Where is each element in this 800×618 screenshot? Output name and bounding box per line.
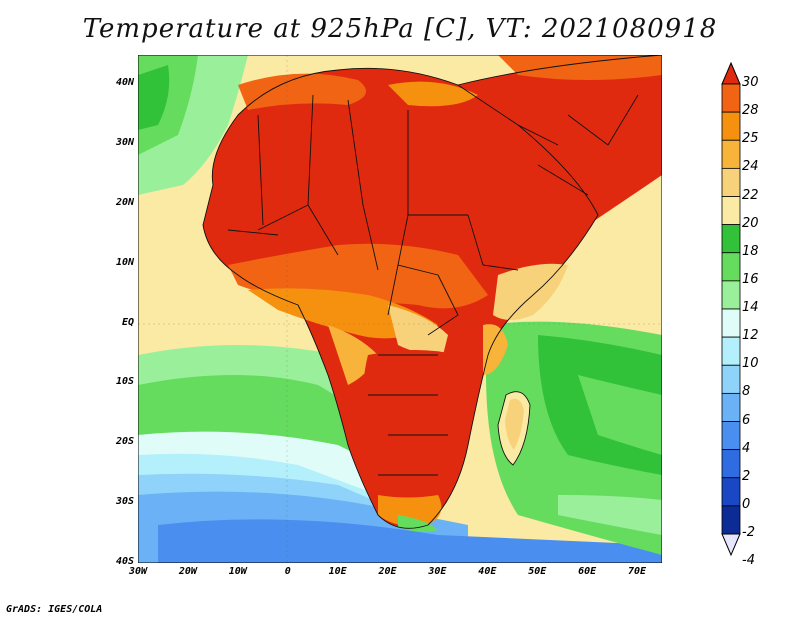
colorbar-tick-label: 14 [742, 300, 759, 315]
lon-tick-label: 20E [378, 566, 397, 577]
colorbar-swatch [721, 336, 741, 366]
colorbar-tick-label: -2 [742, 525, 755, 540]
colorbar-swatch [721, 505, 741, 535]
colorbar-swatch [721, 83, 741, 113]
colorbar-swatch [721, 196, 741, 226]
colorbar-swatch [721, 477, 741, 507]
colorbar-swatch [721, 252, 741, 282]
lon-tick-label: 30E [428, 566, 447, 577]
colorbar-swatch [721, 111, 741, 141]
lon-tick-label: 70E [628, 566, 647, 577]
lat-tick-label: 40S [115, 556, 134, 567]
colorbar-swatch [721, 392, 741, 422]
colorbar-tick-label: 2 [742, 468, 751, 484]
colorbar-tick-label: 18 [742, 243, 759, 259]
lon-tick-label: 10W [228, 566, 247, 577]
lat-tick-label: 20S [115, 436, 134, 448]
colorbar-swatch [721, 139, 741, 169]
lon-tick-label: 20W [178, 566, 197, 577]
lon-tick-label: 40E [478, 566, 497, 577]
colorbar-max-triangle [721, 62, 741, 85]
colorbar-tick-label: 10 [742, 356, 759, 372]
colorbar-tick-label: 20 [742, 215, 759, 231]
lat-tick-label: 20N [115, 196, 134, 208]
lat-tick-label: 10N [115, 256, 134, 268]
colorbar-swatch [721, 449, 741, 479]
colorbar-tick-label: 16 [742, 271, 759, 287]
temperature-map [138, 55, 662, 563]
colorbar-swatch [721, 280, 741, 310]
colorbar-tick-label: -4 [742, 553, 755, 569]
lat-tick-label: EQ [121, 316, 134, 328]
colorbar-tick-label: 0 [742, 496, 751, 512]
colorbar-tick-label: 22 [742, 187, 759, 203]
lon-tick-label: 10E [328, 566, 347, 577]
colorbar-tick-label: 6 [742, 412, 751, 428]
colorbar-tick-label: 8 [742, 384, 751, 400]
lat-tick-label: 30N [115, 136, 134, 148]
colorbar-swatch [721, 167, 741, 197]
map-panel [138, 55, 662, 563]
lat-tick-label: 40N [115, 77, 134, 88]
lon-tick-label: 30W [128, 566, 148, 577]
colorbar-swatch [721, 308, 741, 338]
colorbar-min-triangle [721, 533, 741, 556]
lat-tick-label: 30S [115, 496, 134, 508]
colorbar-swatch [721, 421, 741, 451]
lon-tick-label: 50E [528, 566, 547, 577]
colorbar-tick-label: 30 [742, 75, 759, 90]
colorbar-swatch [721, 224, 741, 254]
colorbar-swatch [721, 364, 741, 394]
colorbar-tick-label: 28 [742, 103, 759, 119]
colorbar [721, 62, 741, 556]
colorbar-tick-label: 4 [742, 440, 751, 456]
lon-tick-label: 0 [284, 566, 291, 577]
credit-text: GrADS: IGES/COLA [6, 604, 103, 615]
map-title: Temperature at 925hPa [C], VT: 202108091… [82, 14, 718, 44]
colorbar-tick-label: 12 [742, 328, 759, 344]
lon-tick-label: 60E [578, 566, 597, 577]
colorbar-tick-label: 24 [742, 159, 759, 175]
colorbar-tick-label: 25 [742, 131, 759, 147]
lat-tick-label: 10S [115, 376, 134, 388]
